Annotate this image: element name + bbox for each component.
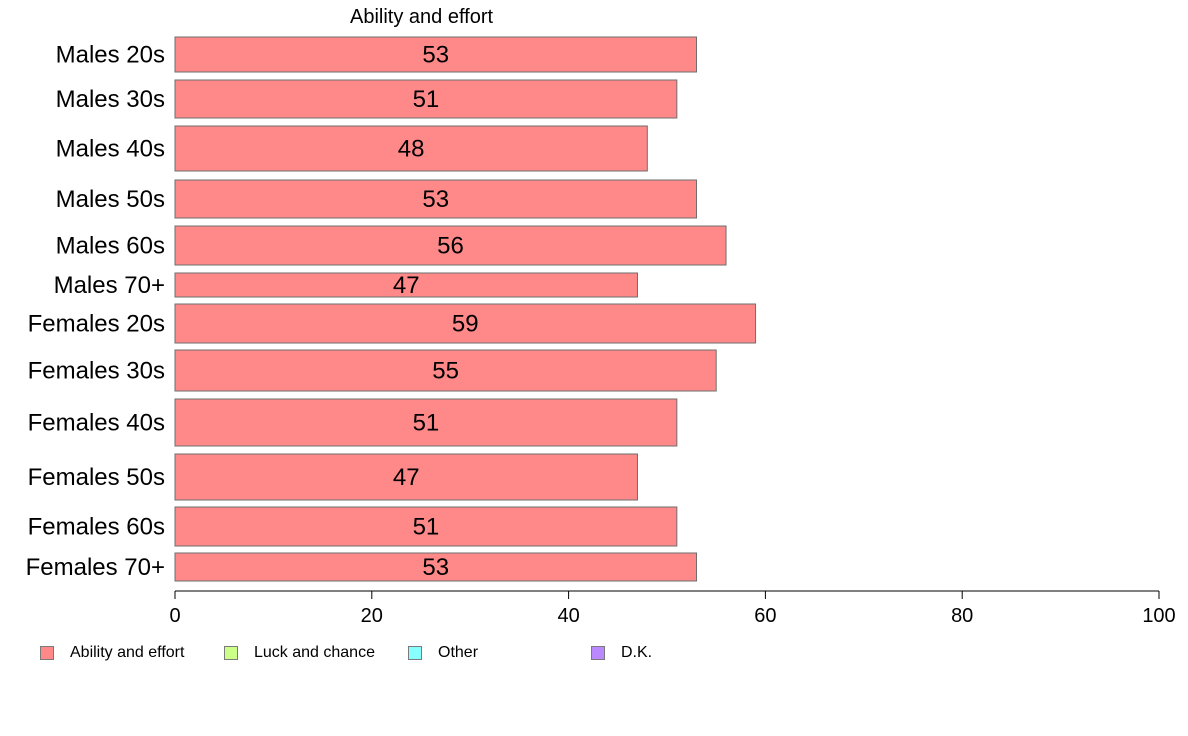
- bar-females-30s-ability-and-effort: [174, 349, 717, 392]
- bar-females-70plus-ability-and-effort: [174, 552, 698, 582]
- x-tick-label-40: 40: [557, 605, 579, 627]
- bar-males-50s-ability-and-effort: [174, 179, 698, 219]
- x-tick-label-60: 60: [754, 605, 776, 627]
- value-label-males-30s: 51: [413, 86, 440, 113]
- legend-label-dk: D.K.: [621, 644, 653, 661]
- category-label-males-30s: Males 30s: [56, 86, 165, 113]
- legend-swatch-luck: [224, 646, 238, 660]
- chart-title: Ability and effort: [350, 6, 494, 28]
- legend-swatch-dk: [591, 646, 605, 660]
- legend-item-dk: D.K.: [591, 644, 652, 662]
- legend-label-other: Other: [438, 644, 479, 661]
- bars-group: [174, 36, 757, 582]
- x-axis: 0 20 40 60 80 100: [169, 590, 1176, 627]
- bar-males-30s-ability-and-effort: [174, 79, 678, 119]
- bar-males-40s-ability-and-effort: [174, 125, 648, 172]
- value-label-females-50s: 47: [393, 464, 420, 491]
- value-label-males-40s: 48: [398, 136, 425, 163]
- legend: Ability and effort Luck and chance Other…: [0, 644, 1188, 668]
- value-label-females-20s: 59: [452, 311, 479, 338]
- legend-item-ability: Ability and effort: [40, 644, 184, 662]
- value-label-males-60s: 56: [437, 233, 464, 260]
- category-label-females-50s: Females 50s: [28, 464, 165, 491]
- category-label-males-50s: Males 50s: [56, 186, 165, 213]
- legend-swatch-ability: [40, 646, 54, 660]
- x-tick-label-20: 20: [361, 605, 383, 627]
- bar-females-20s-ability-and-effort: [174, 303, 757, 344]
- category-label-females-70plus: Females 70+: [26, 554, 165, 581]
- category-label-males-40s: Males 40s: [56, 136, 165, 163]
- value-label-females-30s: 55: [432, 358, 459, 385]
- bar-males-60s-ability-and-effort: [174, 225, 727, 266]
- category-label-females-40s: Females 40s: [28, 410, 165, 437]
- value-labels: 53 51 48 53 56 47 59 55 51 47 51 53: [393, 42, 479, 582]
- bar-females-50s-ability-and-effort: [174, 453, 638, 501]
- bar-females-60s-ability-and-effort: [174, 506, 678, 547]
- legend-item-luck: Luck and chance: [224, 644, 375, 662]
- x-tick-label-80: 80: [951, 605, 973, 627]
- value-label-males-50s: 53: [422, 186, 449, 213]
- bar-females-40s-ability-and-effort: [174, 398, 678, 447]
- x-tick-label-0: 0: [169, 605, 180, 627]
- category-label-males-70plus: Males 70+: [54, 272, 165, 299]
- value-label-males-70plus: 47: [393, 272, 420, 299]
- value-label-males-20s: 53: [422, 42, 449, 69]
- legend-swatch-other: [408, 646, 422, 660]
- value-label-females-70plus: 53: [422, 554, 449, 581]
- category-label-females-30s: Females 30s: [28, 358, 165, 385]
- legend-label-ability: Ability and effort: [70, 644, 185, 661]
- legend-item-other: Other: [408, 644, 478, 662]
- category-label-females-20s: Females 20s: [28, 311, 165, 338]
- category-label-females-60s: Females 60s: [28, 514, 165, 541]
- bar-males-70plus-ability-and-effort: [174, 272, 638, 298]
- category-labels: Males 20s Males 30s Males 40s Males 50s Male…: [26, 42, 165, 582]
- legend-label-luck: Luck and chance: [254, 644, 375, 661]
- value-label-females-60s: 51: [413, 514, 440, 541]
- value-label-females-40s: 51: [413, 410, 440, 437]
- x-tick-label-100: 100: [1142, 605, 1175, 627]
- category-label-males-60s: Males 60s: [56, 233, 165, 260]
- bar-males-20s-ability-and-effort: [174, 36, 698, 73]
- category-label-males-20s: Males 20s: [56, 42, 165, 69]
